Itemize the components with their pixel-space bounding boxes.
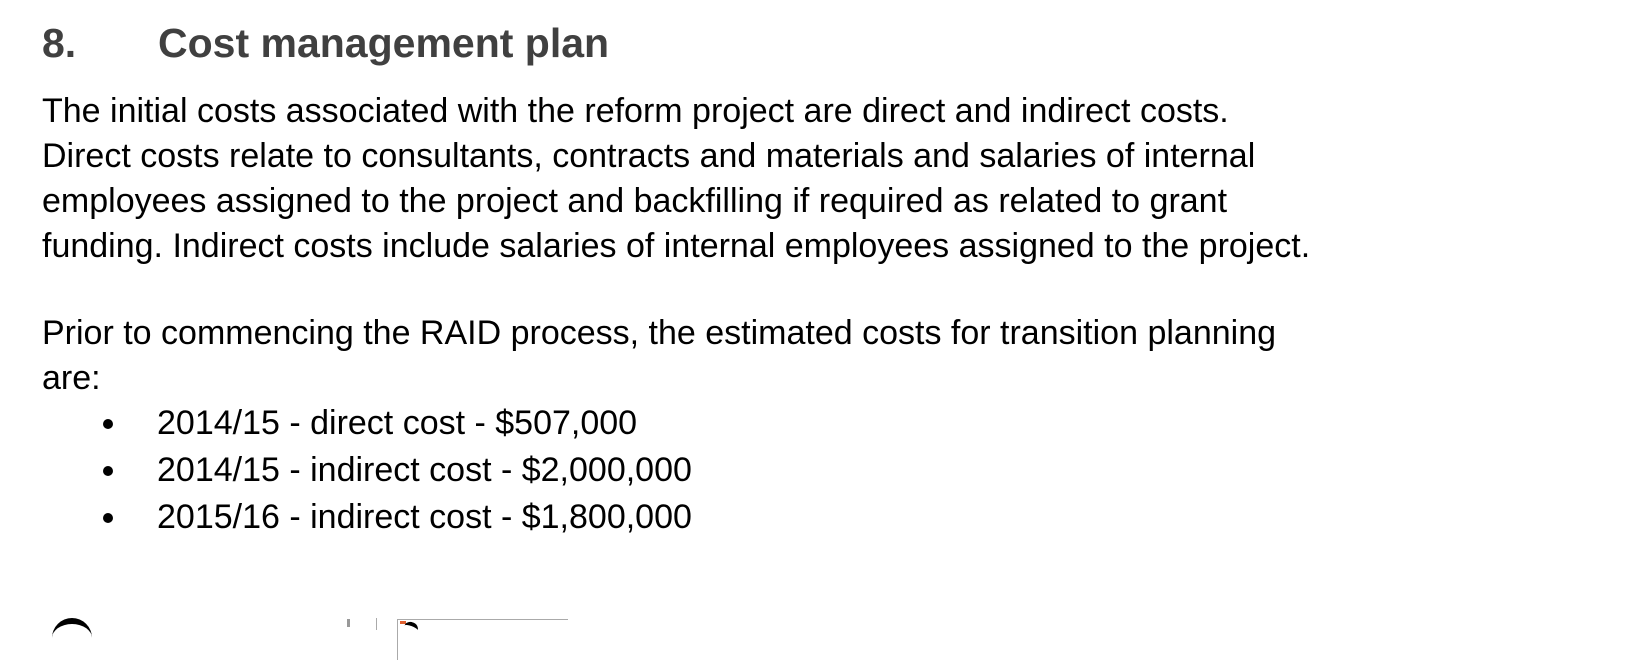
paragraph-line: Prior to commencing the RAID process, th… bbox=[42, 314, 1277, 352]
bullet-icon bbox=[103, 466, 113, 476]
list-item-text: 2014/15 - indirect cost - $2,000,000 bbox=[157, 451, 692, 489]
list-item-text: 2015/16 - indirect cost - $1,800,000 bbox=[157, 498, 692, 536]
divider bbox=[376, 618, 377, 630]
section-heading: 8. Cost management plan bbox=[42, 20, 609, 67]
paragraph-line: funding. Indirect costs include salaries… bbox=[42, 227, 1311, 265]
bullet-icon bbox=[103, 513, 113, 523]
partial-image-detail bbox=[400, 621, 406, 624]
section-number: 8. bbox=[42, 20, 77, 66]
bullet-icon bbox=[103, 419, 113, 429]
partial-image-detail bbox=[402, 619, 420, 637]
paragraph-line: employees assigned to the project and ba… bbox=[42, 182, 1228, 220]
paragraph-line: Direct costs relate to consultants, cont… bbox=[42, 137, 1256, 175]
partial-image-box bbox=[397, 619, 568, 660]
section-title: Cost management plan bbox=[158, 20, 610, 66]
paragraph-line: are: bbox=[42, 359, 101, 397]
partial-logo-image bbox=[52, 618, 92, 658]
list-item-text: 2014/15 - direct cost - $507,000 bbox=[157, 404, 638, 442]
partial-image-mark bbox=[347, 619, 350, 627]
paragraph-line: The initial costs associated with the re… bbox=[42, 92, 1229, 130]
